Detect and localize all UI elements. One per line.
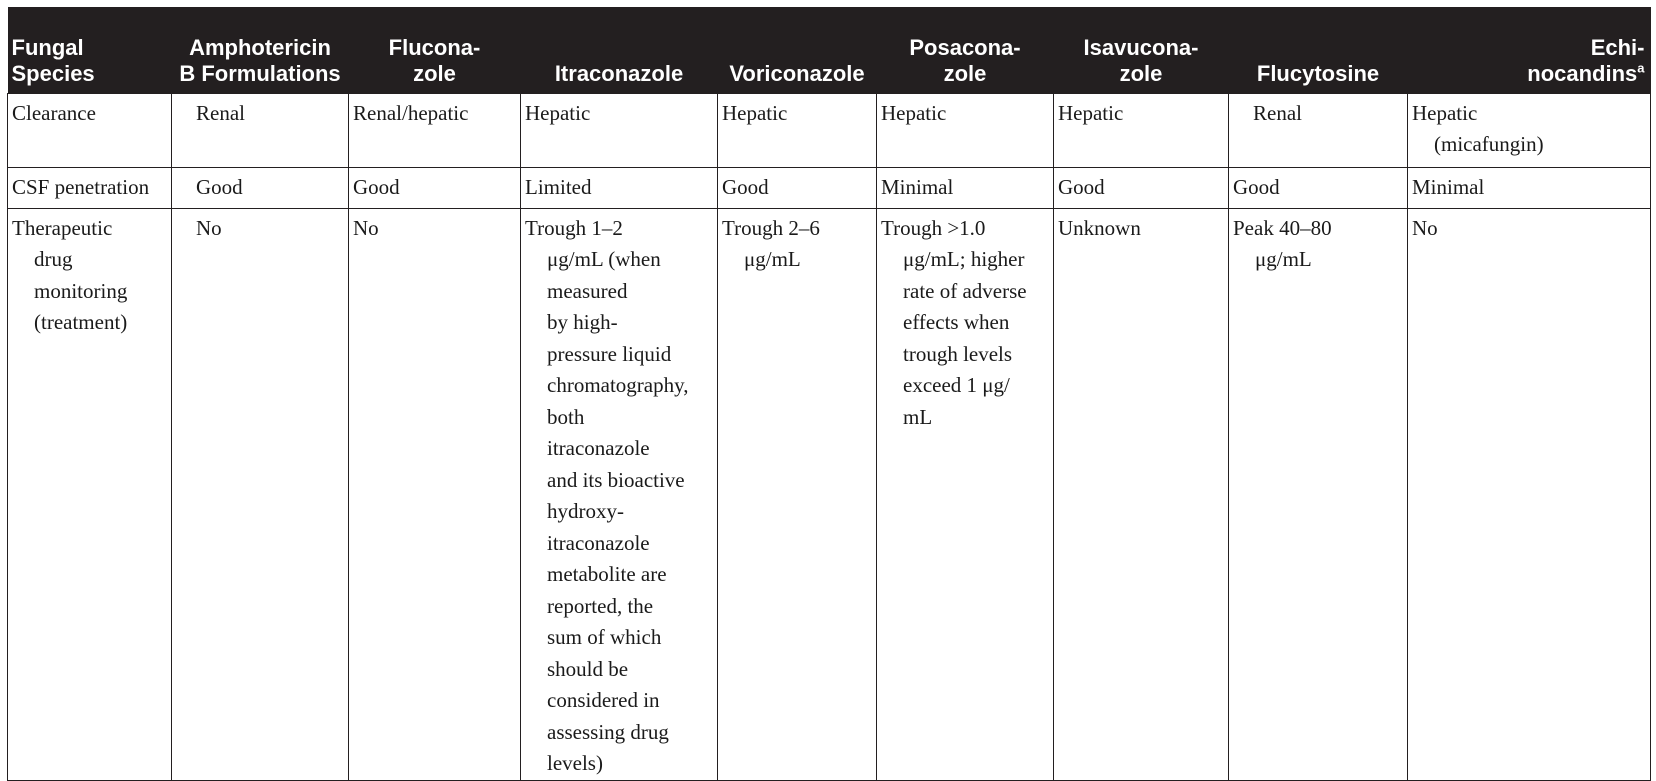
header-label: Isavucona- zole bbox=[1083, 34, 1199, 86]
table-cell: Hepatic bbox=[520, 92, 718, 168]
table-row-csf-penetration: CSF penetration Good Good Limited Good M… bbox=[7, 166, 1651, 209]
cell-text: Trough 2–6 μg/mL bbox=[722, 215, 820, 272]
table-cell: Renal/hepatic bbox=[348, 92, 521, 168]
header-itraconazole: Itraconazole bbox=[521, 7, 718, 93]
header-label: Flucytosine bbox=[1256, 60, 1380, 86]
table-row-therapeutic-drug-monitoring: Therapeutic drug monitoring (treatment) … bbox=[7, 207, 1651, 781]
footnote-marker: a bbox=[1637, 60, 1645, 76]
header-label: Echi- nocandins bbox=[1527, 34, 1645, 86]
table-cell: Good bbox=[171, 166, 349, 209]
header-label: Flucona- zole bbox=[388, 34, 481, 86]
table-cell: Hepatic bbox=[876, 92, 1054, 168]
cell-text: Trough 1–2 μg/mL (when measured by high-… bbox=[525, 215, 689, 776]
table-cell: Renal bbox=[1228, 92, 1408, 168]
table-cell: Limited bbox=[520, 166, 718, 209]
header-label: Amphotericin B Formulations bbox=[179, 34, 341, 86]
table-cell: Hepatic bbox=[1053, 92, 1229, 168]
antifungal-comparison-table-container: Fungal Species Amphotericin B Formulatio… bbox=[7, 7, 1651, 781]
row-label: Therapeutic drug monitoring (treatment) bbox=[7, 207, 172, 781]
table-cell: Good bbox=[1053, 166, 1229, 209]
cell-text: Trough >1.0 μg/mL; higher rate of advers… bbox=[881, 215, 1027, 429]
header-flucytosine: Flucytosine bbox=[1229, 7, 1408, 93]
table-cell: Trough 2–6 μg/mL bbox=[717, 207, 877, 781]
header-amphotericin: Amphotericin B Formulations bbox=[172, 7, 349, 93]
header-row: Fungal Species Amphotericin B Formulatio… bbox=[7, 7, 1651, 93]
header-isavuconazole: Isavucona- zole bbox=[1054, 7, 1229, 93]
table-cell: No bbox=[171, 207, 349, 781]
header-label: Voriconazole bbox=[729, 60, 865, 86]
table-cell: Good bbox=[717, 166, 877, 209]
header-echinocandins: Echi- nocandinsa bbox=[1408, 7, 1651, 93]
header-voriconazole: Voriconazole bbox=[718, 7, 877, 93]
antifungal-comparison-table: Fungal Species Amphotericin B Formulatio… bbox=[7, 7, 1651, 781]
cell-text: Hepatic (micafungin) bbox=[1412, 100, 1544, 157]
row-label: CSF penetration bbox=[7, 166, 172, 209]
header-fungal-species: Fungal Species bbox=[8, 7, 172, 93]
table-cell: Renal bbox=[171, 92, 349, 168]
table-cell: Hepatic bbox=[717, 92, 877, 168]
table-cell: Unknown bbox=[1053, 207, 1229, 781]
cell-text: Peak 40–80 μg/mL bbox=[1233, 215, 1332, 272]
table-cell: Trough >1.0 μg/mL; higher rate of advers… bbox=[876, 207, 1054, 781]
table-body: Clearance Renal Renal/hepatic Hepatic He… bbox=[7, 92, 1651, 781]
table-cell: Trough 1–2 μg/mL (when measured by high-… bbox=[520, 207, 718, 781]
table-cell: Good bbox=[1228, 166, 1408, 209]
table-cell: No bbox=[1407, 207, 1651, 781]
header-fluconazole: Flucona- zole bbox=[349, 7, 521, 93]
table-header: Fungal Species Amphotericin B Formulatio… bbox=[7, 7, 1651, 93]
table-cell: Hepatic (micafungin) bbox=[1407, 92, 1651, 168]
header-label: Posacona- zole bbox=[909, 34, 1021, 86]
cell-text: Therapeutic drug monitoring (treatment) bbox=[12, 215, 128, 335]
table-cell: No bbox=[348, 207, 521, 781]
table-cell: Minimal bbox=[1407, 166, 1651, 209]
row-label: Clearance bbox=[7, 92, 172, 168]
table-cell: Minimal bbox=[876, 166, 1054, 209]
header-posaconazole: Posacona- zole bbox=[877, 7, 1054, 93]
table-cell: Peak 40–80 μg/mL bbox=[1228, 207, 1408, 781]
header-label: Fungal Species bbox=[11, 34, 95, 86]
header-label: Itraconazole bbox=[554, 60, 684, 86]
table-cell: Good bbox=[348, 166, 521, 209]
table-row-clearance: Clearance Renal Renal/hepatic Hepatic He… bbox=[7, 92, 1651, 168]
